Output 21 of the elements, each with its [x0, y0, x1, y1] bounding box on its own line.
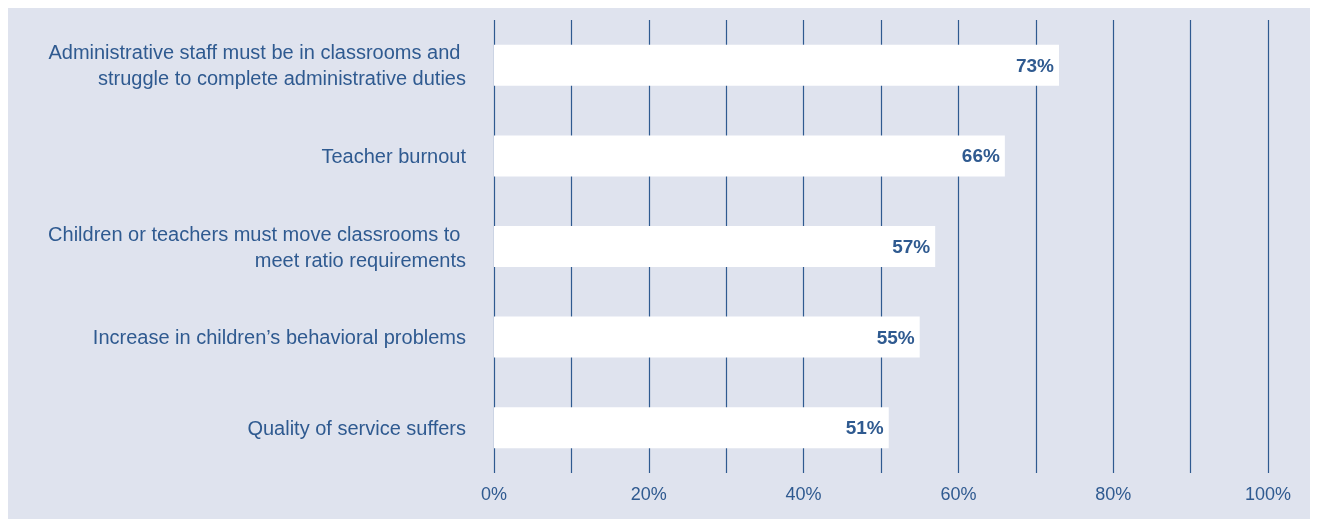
- x-tick-label: 0%: [480, 484, 508, 504]
- y-tick-label: Increase in children’s behavioral problems: [92, 326, 466, 349]
- data-label: 66%: [961, 145, 1000, 167]
- x-tick-label: 100%: [1244, 484, 1292, 504]
- y-tick-label: Administrative staff must be in classrooms and struggle to complete administrative duties: [48, 41, 466, 90]
- x-tick-label: 20%: [630, 484, 667, 504]
- y-tick-label: Teacher burnout: [321, 144, 467, 167]
- bar: [494, 316, 920, 358]
- bar: [494, 135, 1005, 177]
- bar: [494, 407, 889, 449]
- x-tick-label: 80%: [1095, 484, 1132, 504]
- bar: [494, 226, 936, 267]
- y-tick-label: Children or teachers must move classrooms to meet ratio requirements: [48, 222, 466, 271]
- data-label: 51%: [845, 417, 884, 439]
- bar: [494, 44, 1060, 86]
- data-label: 57%: [892, 236, 931, 257]
- data-label: 55%: [876, 326, 915, 348]
- x-tick-label: 40%: [785, 484, 822, 504]
- data-label: 73%: [1015, 54, 1055, 76]
- x-tick-label: 60%: [940, 484, 977, 504]
- y-tick-label: Quality of service suffers: [247, 416, 466, 439]
